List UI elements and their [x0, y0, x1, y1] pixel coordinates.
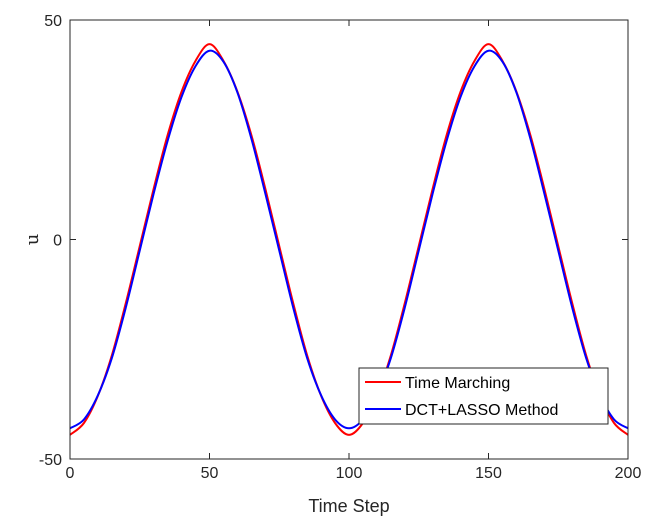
y-tick-label-0: 0 [53, 233, 62, 250]
series-line-dct-lasso [69, 49, 629, 430]
x-tick-label-100: 100 [336, 465, 363, 482]
x-axis-label: Time Step [308, 496, 389, 516]
x-tick-label-0: 0 [66, 465, 75, 482]
legend-label-dct-lasso: DCT+LASSO Method [405, 402, 558, 419]
series-line-time-marching [69, 43, 629, 436]
legend-box [358, 367, 609, 425]
x-tick-label-200: 200 [615, 465, 642, 482]
x-tick-label-150: 150 [475, 465, 502, 482]
series-lines [69, 43, 629, 436]
legend-label-time-marching: Time Marching [405, 375, 510, 392]
y-axis-label: u [22, 234, 43, 246]
x-tick-label-50: 50 [201, 465, 219, 482]
legend: Time Marching DCT+LASSO Method [358, 367, 609, 425]
y-tick-label-50: 50 [44, 13, 62, 30]
y-tick-label--50: -50 [39, 452, 62, 469]
axes-box [69, 19, 629, 460]
